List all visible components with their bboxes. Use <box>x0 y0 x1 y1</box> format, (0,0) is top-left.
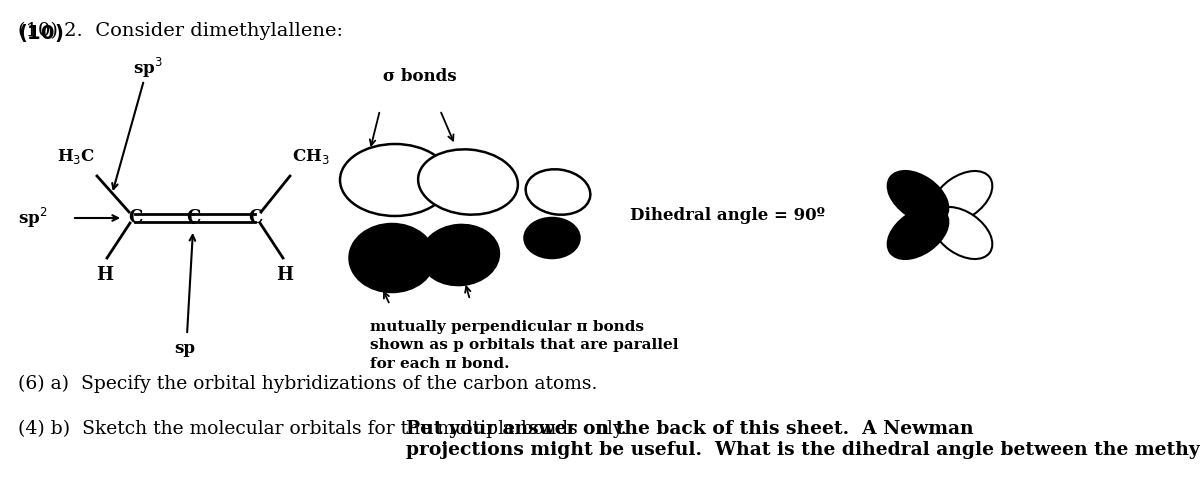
Text: C: C <box>186 209 200 227</box>
Text: Put your answer on the back of this sheet.  A Newman
projections might be useful: Put your answer on the back of this shee… <box>406 420 1200 459</box>
Ellipse shape <box>418 149 518 215</box>
Ellipse shape <box>526 169 590 215</box>
Text: (10) 2.  Consider dimethylallene:: (10) 2. Consider dimethylallene: <box>18 22 343 40</box>
Text: C: C <box>128 209 142 227</box>
Text: σ bonds: σ bonds <box>383 68 457 85</box>
Text: sp$^3$: sp$^3$ <box>133 56 163 80</box>
Ellipse shape <box>931 171 992 223</box>
Text: Dihedral angle = 90º: Dihedral angle = 90º <box>630 206 826 224</box>
Ellipse shape <box>349 224 434 292</box>
Text: (4) b)  Sketch the molecular orbitals for the multiple bonds only.: (4) b) Sketch the molecular orbitals for… <box>18 420 638 438</box>
Text: H: H <box>96 266 114 284</box>
Text: H$_3$C: H$_3$C <box>56 147 95 166</box>
Text: sp: sp <box>174 340 196 357</box>
Text: (6) a)  Specify the orbital hybridizations of the carbon atoms.: (6) a) Specify the orbital hybridization… <box>18 375 598 393</box>
Text: sp$^2$: sp$^2$ <box>18 206 48 230</box>
Text: mutually perpendicular π bonds
shown as p orbitals that are parallel
for each π : mutually perpendicular π bonds shown as … <box>370 320 678 371</box>
Ellipse shape <box>888 171 948 223</box>
Ellipse shape <box>931 207 992 259</box>
Text: CH$_3$: CH$_3$ <box>292 147 330 166</box>
Ellipse shape <box>421 225 499 285</box>
Ellipse shape <box>888 207 948 259</box>
Ellipse shape <box>524 218 580 258</box>
Ellipse shape <box>340 144 450 216</box>
Text: H: H <box>276 266 294 284</box>
Text: C: C <box>248 209 262 227</box>
Text: $\bf{(10)}$: $\bf{(10)}$ <box>18 22 64 44</box>
